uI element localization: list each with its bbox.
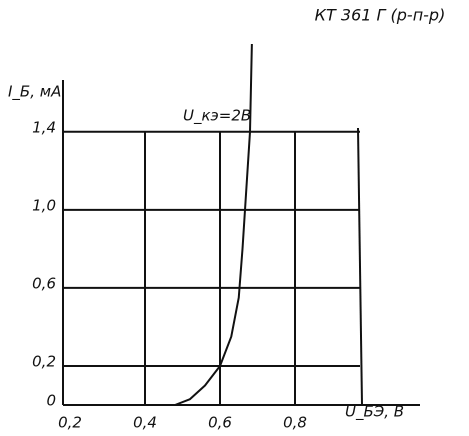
y-tick-label: 0,6 bbox=[32, 274, 56, 292]
x-tick-label: 0,8 bbox=[283, 414, 307, 432]
annotation: U_кэ=2В bbox=[183, 107, 251, 126]
chart-title: КТ 361 Г (р-п-р) bbox=[315, 6, 446, 25]
y-tick-label: 1,4 bbox=[32, 118, 56, 136]
y-tick-label: 1,0 bbox=[32, 196, 56, 214]
x-tick-label: 0,2 bbox=[58, 414, 82, 432]
y-axis-label: I_Б, мА bbox=[8, 83, 61, 102]
x-axis-label: U_БЭ, В bbox=[345, 403, 404, 422]
x-tick-label: 0,4 bbox=[133, 414, 157, 432]
x-tick-label: 0,6 bbox=[208, 414, 232, 432]
y-tick-label: 0 bbox=[46, 392, 56, 410]
data-line bbox=[174, 43, 253, 406]
grid-border bbox=[357, 127, 363, 406]
y-tick-label: 0,2 bbox=[32, 352, 56, 370]
